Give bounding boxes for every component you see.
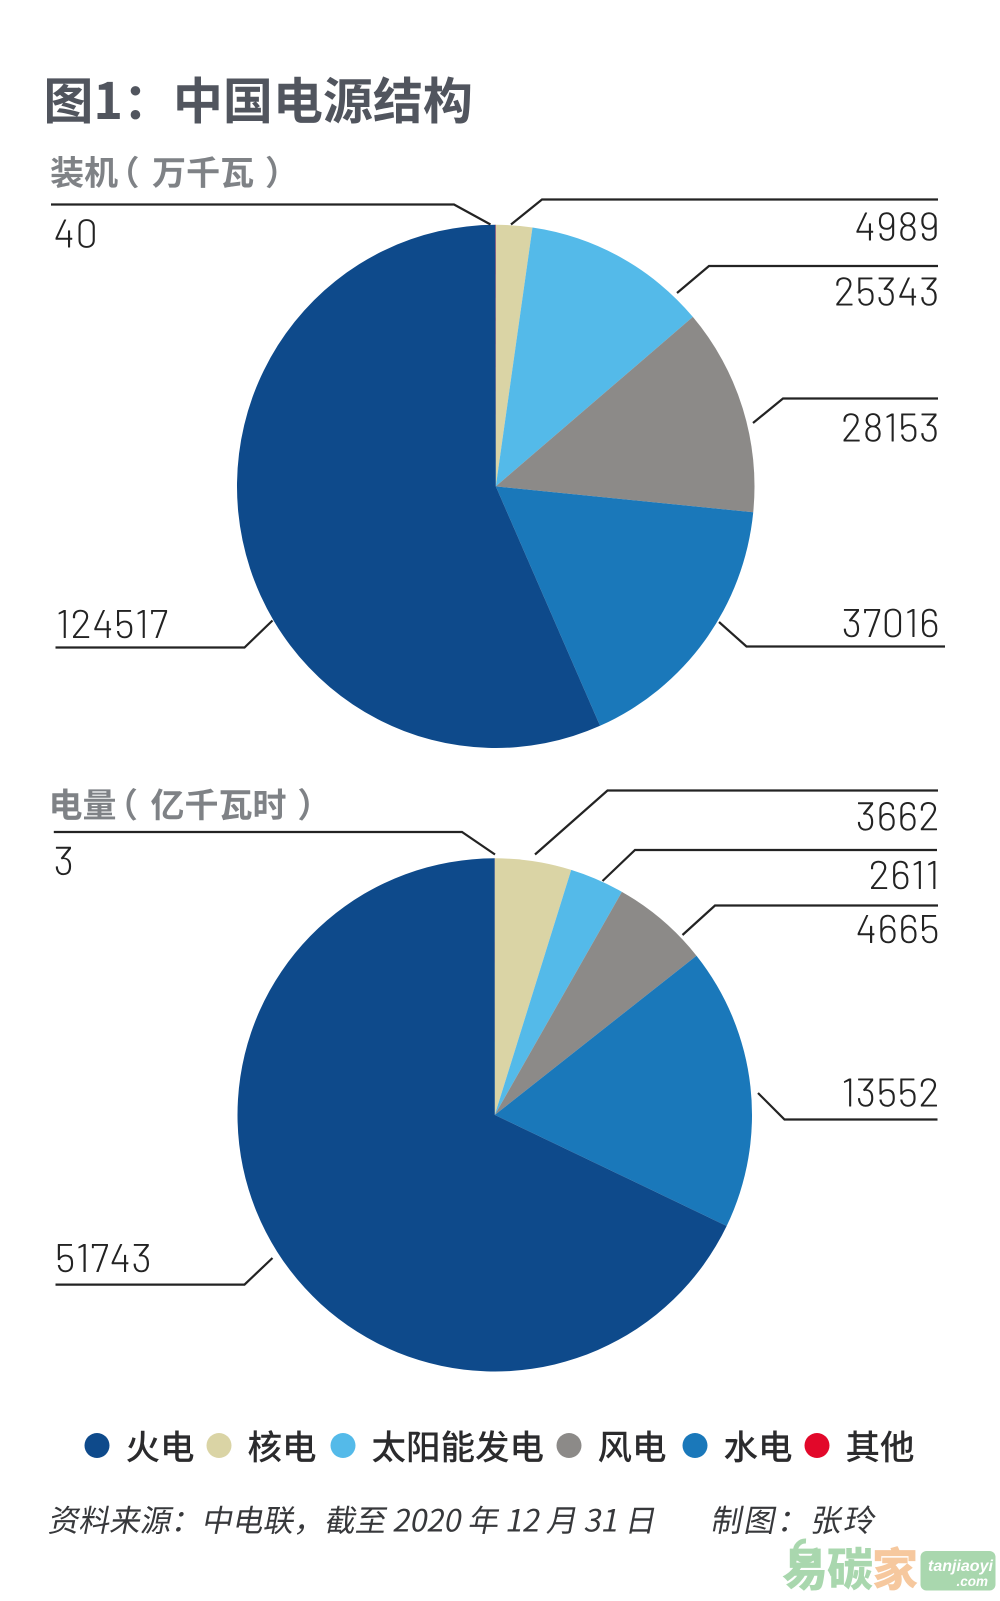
svg-text:tanjiaoyi: tanjiaoyi <box>928 1558 993 1575</box>
svg-text:.com: .com <box>956 1574 988 1589</box>
